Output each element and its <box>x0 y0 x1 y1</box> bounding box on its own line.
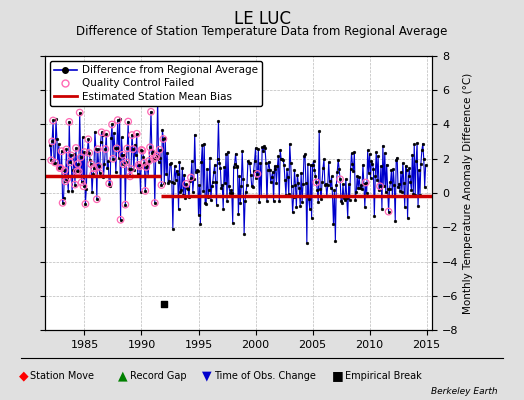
Point <box>75 109 84 116</box>
Point <box>128 132 136 138</box>
Point <box>108 121 116 128</box>
Point <box>95 170 104 176</box>
Point <box>77 154 85 160</box>
Point <box>385 208 393 215</box>
Point <box>253 171 261 177</box>
Point <box>94 163 103 170</box>
Y-axis label: Monthly Temperature Anomaly Difference (°C): Monthly Temperature Anomaly Difference (… <box>463 72 473 314</box>
Point <box>312 179 321 186</box>
Point <box>362 179 370 186</box>
Text: ▲: ▲ <box>118 370 128 382</box>
Point <box>84 136 92 142</box>
Point <box>90 165 98 171</box>
Point <box>101 146 110 152</box>
Point <box>97 129 106 136</box>
Text: ▼: ▼ <box>202 370 212 382</box>
Point <box>376 183 384 190</box>
Point <box>49 117 57 124</box>
Point <box>94 146 102 152</box>
Text: Record Gap: Record Gap <box>130 371 187 381</box>
Point <box>102 130 111 137</box>
Point <box>336 176 344 182</box>
Text: Time of Obs. Change: Time of Obs. Change <box>214 371 315 381</box>
Text: Empirical Break: Empirical Break <box>345 371 421 381</box>
Point <box>81 201 90 207</box>
Point <box>187 174 195 181</box>
Point <box>122 159 130 166</box>
Point <box>63 176 72 182</box>
Point <box>141 188 149 194</box>
Point <box>51 160 59 166</box>
Point <box>145 158 154 164</box>
Point <box>123 145 132 152</box>
Point <box>150 200 159 206</box>
Point <box>127 166 135 172</box>
Point <box>114 117 122 123</box>
Point <box>133 130 141 137</box>
Point <box>78 179 86 186</box>
Point <box>73 168 81 174</box>
Point <box>129 146 137 152</box>
Point <box>154 95 162 101</box>
Point <box>47 157 56 164</box>
Text: Station Move: Station Move <box>30 371 94 381</box>
Point <box>79 183 88 190</box>
Point <box>142 164 150 170</box>
Text: Difference of Station Temperature Data from Regional Average: Difference of Station Temperature Data f… <box>77 25 447 38</box>
Point <box>66 159 74 166</box>
Point <box>116 217 125 223</box>
Point <box>48 138 57 145</box>
Point <box>67 152 75 158</box>
Point <box>124 118 133 125</box>
Point <box>85 150 93 156</box>
Point <box>147 108 155 115</box>
Point <box>159 136 168 142</box>
Point <box>151 154 160 161</box>
Text: LE LUC: LE LUC <box>234 10 290 28</box>
Point <box>118 152 127 158</box>
Point <box>157 182 166 188</box>
Text: ■: ■ <box>332 370 344 382</box>
Point <box>74 168 83 175</box>
Point <box>146 144 154 150</box>
Point <box>148 150 156 156</box>
Point <box>137 147 146 153</box>
Point <box>61 178 70 184</box>
Point <box>58 148 66 154</box>
Point <box>155 146 163 153</box>
Point <box>105 180 113 187</box>
Point <box>138 148 147 154</box>
Point <box>135 162 143 168</box>
Point <box>119 161 128 167</box>
Point <box>56 165 64 171</box>
Point <box>72 145 80 151</box>
Point <box>71 181 79 188</box>
Text: ◆: ◆ <box>19 370 28 382</box>
Point <box>65 119 73 125</box>
Point <box>80 149 89 155</box>
Point <box>113 145 121 152</box>
Point <box>152 152 161 159</box>
Point <box>73 161 82 167</box>
Point <box>109 156 117 162</box>
Point <box>121 202 129 208</box>
Point <box>182 181 190 187</box>
Legend: Difference from Regional Average, Quality Control Failed, Estimated Station Mean: Difference from Regional Average, Qualit… <box>50 61 262 106</box>
Point <box>150 156 158 162</box>
Point <box>89 171 97 178</box>
Text: Berkeley Earth: Berkeley Earth <box>431 387 498 396</box>
Point <box>87 161 95 168</box>
Point <box>93 196 101 202</box>
Point <box>160 301 169 308</box>
Point <box>126 173 134 180</box>
Point <box>57 165 65 171</box>
Point <box>60 167 69 174</box>
Point <box>140 160 148 166</box>
Point <box>135 163 144 170</box>
Point <box>58 200 67 206</box>
Point <box>62 146 71 153</box>
